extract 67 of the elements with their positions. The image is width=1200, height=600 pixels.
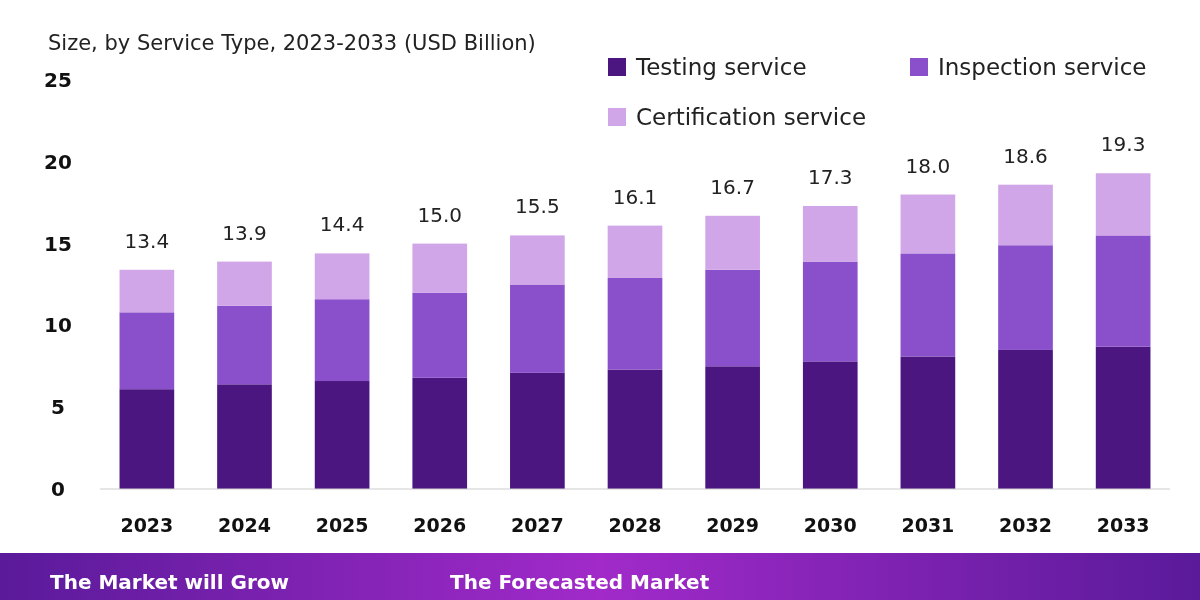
bar xyxy=(1095,173,1151,236)
x-tick-label: 2028 xyxy=(608,514,662,536)
legend-label: Certification service xyxy=(636,104,867,131)
bar xyxy=(900,253,956,357)
x-tick-label: 2033 xyxy=(1096,514,1150,536)
bar xyxy=(412,292,468,378)
bar xyxy=(900,194,956,254)
bar xyxy=(607,225,663,278)
bar xyxy=(217,261,272,306)
total-label: 18.0 xyxy=(905,153,951,178)
x-tick-label: 2029 xyxy=(706,514,760,536)
x-tick-label: 2032 xyxy=(999,514,1052,536)
legend-label: Testing service xyxy=(635,54,807,81)
x-tick-label: 2025 xyxy=(315,514,369,536)
x-tick-label: 2024 xyxy=(218,514,271,536)
bar xyxy=(998,245,1053,350)
bar xyxy=(510,235,565,285)
bar xyxy=(900,356,956,489)
bar xyxy=(510,284,565,373)
x-tick-label: 2030 xyxy=(803,514,857,536)
bar xyxy=(119,269,175,313)
total-label: 18.6 xyxy=(1003,143,1048,168)
bar xyxy=(412,377,468,489)
y-tick-label: 10 xyxy=(44,313,72,338)
x-tick-label: 2023 xyxy=(120,514,174,536)
bar xyxy=(607,369,663,489)
bar xyxy=(314,299,370,382)
y-tick-label: 15 xyxy=(44,231,72,256)
bar xyxy=(802,261,858,362)
bar xyxy=(802,361,858,489)
bar xyxy=(705,366,760,489)
bar xyxy=(1095,235,1151,347)
bar xyxy=(998,184,1053,246)
bar xyxy=(119,389,175,489)
chart-subtitle: Size, by Service Type, 2023-2033 (USD Billion) xyxy=(48,31,536,55)
x-tick-label: 2026 xyxy=(413,514,467,536)
total-label: 13.9 xyxy=(222,220,267,245)
y-tick-label: 0 xyxy=(51,477,65,501)
text: The Forecasted Market xyxy=(450,570,710,594)
total-label: 15.0 xyxy=(417,202,463,227)
y-tick-label: 20 xyxy=(44,149,72,174)
legend-label: Inspection service xyxy=(938,54,1147,81)
total-label: 16.7 xyxy=(710,174,755,199)
total-label: 17.3 xyxy=(807,164,853,189)
bar xyxy=(1095,346,1151,489)
total-label: 13.4 xyxy=(124,228,170,253)
bar xyxy=(217,305,272,385)
total-label: 19.3 xyxy=(1100,132,1146,157)
bar xyxy=(607,277,663,370)
text: The Market will Grow xyxy=(50,570,290,594)
x-tick-label: 2031 xyxy=(901,514,955,536)
bar xyxy=(510,372,565,489)
bar xyxy=(998,349,1053,489)
bar xyxy=(217,384,272,489)
bar xyxy=(314,253,370,300)
y-tick-label: 5 xyxy=(51,395,65,420)
bar xyxy=(705,269,760,367)
y-tick-label: 25 xyxy=(44,68,72,92)
bar xyxy=(705,215,760,270)
x-tick-label: 2027 xyxy=(510,514,564,536)
total-label: 14.4 xyxy=(319,212,365,237)
total-label: 16.1 xyxy=(612,184,658,209)
total-label: 15.5 xyxy=(515,194,560,219)
bar xyxy=(802,205,858,262)
bar xyxy=(412,243,468,293)
bar xyxy=(314,381,370,489)
bar xyxy=(119,312,175,390)
